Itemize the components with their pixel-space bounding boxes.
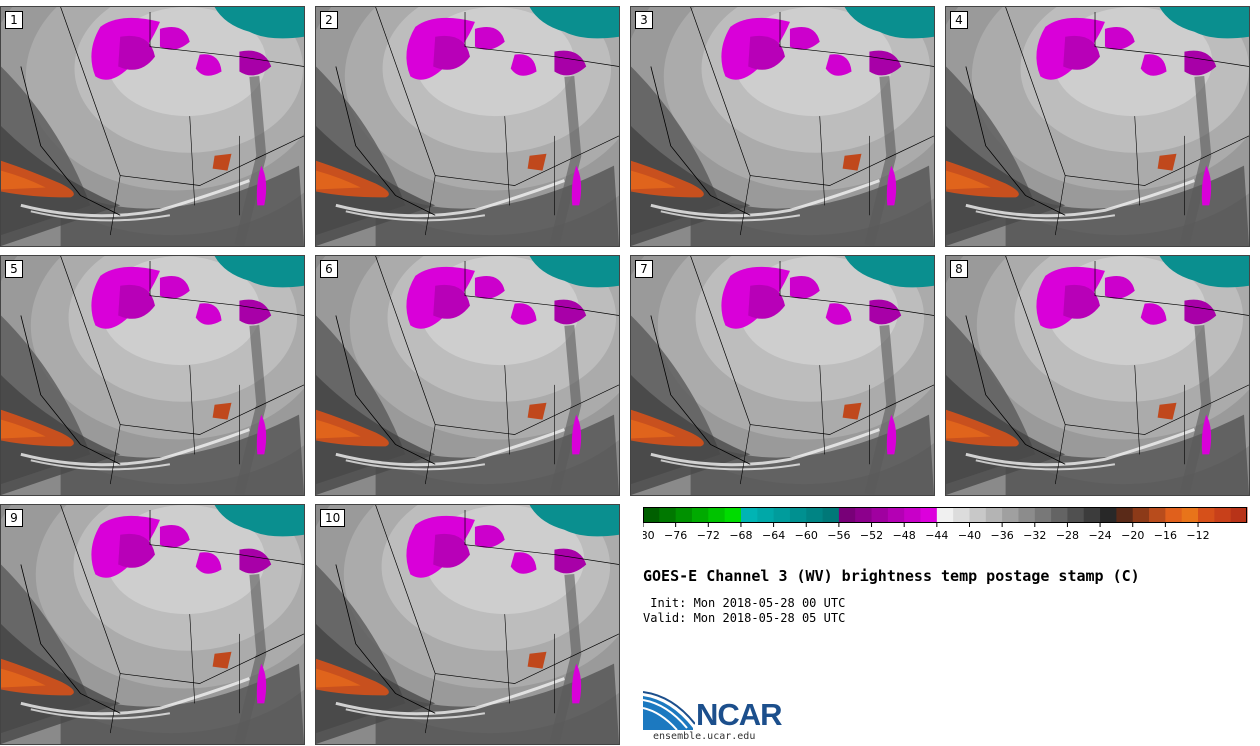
colorbar-tick-label: −40: [958, 529, 981, 542]
colorbar-tick-label: −52: [860, 529, 883, 542]
colorbar-bin: [1214, 507, 1232, 523]
colorbar-bin: [1067, 507, 1085, 523]
ncar-logo-text: NCAR: [696, 697, 783, 732]
colorbar-tick-label: −32: [1023, 529, 1046, 542]
ensemble-member-panel-3: 3: [630, 6, 935, 247]
ensemble-member-panel-4: 4: [945, 6, 1250, 247]
colorbar-bin: [724, 507, 742, 523]
colorbar-tick-label: −36: [991, 529, 1014, 542]
ensemble-member-panel-1: 1: [0, 6, 305, 247]
colorbar-bin: [1018, 507, 1036, 523]
water-vapor-map: [316, 256, 619, 495]
colorbar-tick-label: −60: [795, 529, 818, 542]
colorbar-bin: [773, 507, 791, 523]
panel-number-label: 8: [950, 260, 968, 278]
colorbar-bin: [1116, 507, 1134, 523]
colorbar-tick-label: −24: [1088, 529, 1111, 542]
colorbar-bin: [740, 507, 758, 523]
colorbar-bin: [936, 507, 954, 523]
colorbar-bin: [757, 507, 775, 523]
logo-url: ensemble.ucar.edu: [653, 731, 756, 742]
panel-number-label: 6: [320, 260, 338, 278]
colorbar-bin: [838, 507, 856, 523]
colorbar-bin: [1051, 507, 1068, 523]
init-time: Init: Mon 2018-05-28 00 UTC: [643, 596, 846, 610]
colorbar-bin: [806, 507, 824, 523]
colorbar-bin: [789, 507, 807, 523]
colorbar-bin: [985, 507, 1003, 523]
colorbar-frame: [643, 507, 1247, 523]
ensemble-member-panel-9: 9: [0, 504, 305, 745]
water-vapor-map: [316, 505, 619, 744]
figure-title: GOES-E Channel 3 (WV) brightness temp po…: [643, 567, 1140, 585]
colorbar: −80−76−72−68−64−60−56−52−48−44−40−36−32−…: [643, 507, 1248, 542]
colorbar-bin: [675, 507, 693, 523]
panel-number-label: 1: [5, 11, 23, 29]
water-vapor-map: [946, 256, 1249, 495]
colorbar-tick-label: −76: [664, 529, 687, 542]
colorbar-bin: [953, 507, 970, 523]
colorbar-bin: [1100, 507, 1117, 523]
water-vapor-map: [1, 7, 304, 246]
colorbar-tick-label: −16: [1154, 529, 1177, 542]
water-vapor-map: [631, 256, 934, 495]
water-vapor-map: [631, 7, 934, 246]
ensemble-member-panel-7: 7: [630, 255, 935, 496]
ncar-logo-icon: [643, 691, 695, 730]
valid-time: Valid: Mon 2018-05-28 05 UTC: [643, 611, 846, 625]
panel-number-label: 2: [320, 11, 338, 29]
panel-number-label: 4: [950, 11, 968, 29]
colorbar-bin: [1149, 507, 1166, 523]
colorbar-tick-label: −64: [762, 529, 785, 542]
panel-number-label: 9: [5, 509, 23, 527]
water-vapor-map: [946, 7, 1249, 246]
colorbar-bin: [920, 507, 938, 523]
ensemble-member-panel-5: 5: [0, 255, 305, 496]
panel-number-label: 5: [5, 260, 23, 278]
ensemble-member-panel-6: 6: [315, 255, 620, 496]
colorbar-bin: [1165, 507, 1183, 523]
panel-number-label: 3: [635, 11, 653, 29]
colorbar-bin: [643, 507, 660, 523]
colorbar-bin: [904, 507, 922, 523]
colorbar-tick-label: −56: [827, 529, 850, 542]
colorbar-bin: [887, 507, 905, 523]
colorbar-tick-label: −48: [893, 529, 916, 542]
water-vapor-map: [1, 256, 304, 495]
water-vapor-map: [316, 7, 619, 246]
panel-number-label: 10: [320, 509, 346, 527]
colorbar-bin: [969, 507, 987, 523]
colorbar-bin: [708, 507, 726, 523]
colorbar-tick-label: −80: [643, 529, 655, 542]
colorbar-bin: [659, 507, 677, 523]
colorbar-tick-label: −12: [1186, 529, 1209, 542]
colorbar-bin: [1230, 507, 1248, 523]
colorbar-tick-label: −72: [697, 529, 720, 542]
colorbar-bin: [1198, 507, 1215, 523]
ensemble-member-panel-8: 8: [945, 255, 1250, 496]
water-vapor-map: [1, 505, 304, 744]
colorbar-bin: [1181, 507, 1199, 523]
colorbar-tick-label: −20: [1121, 529, 1144, 542]
colorbar-tick-label: −68: [729, 529, 752, 542]
colorbar-tick-label: −44: [925, 529, 948, 542]
colorbar-bin: [1002, 507, 1019, 523]
panel-number-label: 7: [635, 260, 653, 278]
colorbar-bin: [871, 507, 889, 523]
colorbar-bin: [1034, 507, 1052, 523]
colorbar-tick-label: −28: [1056, 529, 1079, 542]
ensemble-member-panel-10: 10: [315, 504, 620, 745]
colorbar-bin: [1083, 507, 1101, 523]
colorbar-bin: [822, 507, 840, 523]
colorbar-bin: [855, 507, 873, 523]
colorbar-bin: [1132, 507, 1150, 523]
ensemble-member-panel-2: 2: [315, 6, 620, 247]
colorbar-bin: [691, 507, 709, 523]
